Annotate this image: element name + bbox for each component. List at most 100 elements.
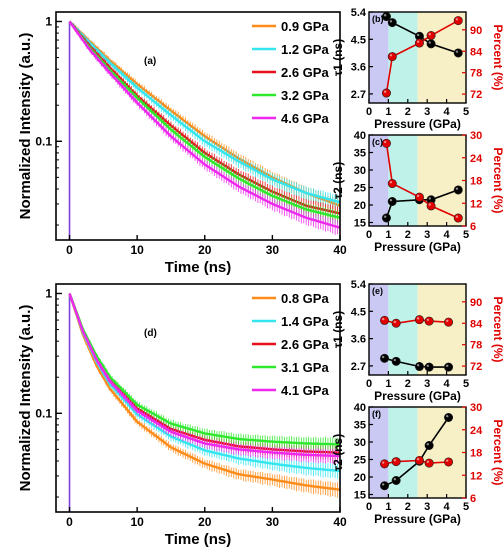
x-tick-label: 1 [385,501,391,513]
y-tick-label: 5.4 [351,7,367,19]
x-tick-label: 5 [463,229,469,241]
y-tick-label: 25 [354,455,366,467]
x-tick-label: 40 [333,243,347,257]
y-tick-label: 15 [354,218,366,230]
y-axis-label: τ2 (ns) [331,162,345,199]
legend-label: 2.6 GPa [281,65,329,80]
panel-label: (f) [372,409,381,419]
y-tick-label: 30 [354,437,366,449]
point-highlight [428,41,431,44]
plot-frame [368,11,467,104]
point-highlight [393,320,397,324]
y2-tick-label: 24 [470,153,483,165]
point-highlight [383,90,387,93]
series-error-bars [72,303,340,498]
point-highlight [426,443,430,446]
x-tick-label: 0 [366,106,372,118]
x-tick-label: 0 [66,243,73,257]
plot-frame [55,283,341,513]
point-highlight [389,181,393,184]
pressure-panel-1: 0 1 2 3 4 5 2.7 3.6 4.5 5.4 72 78 84 90 Pressure (GPa)… [331,7,504,131]
y-tick-label: 2.7 [351,89,366,101]
pressure-band [369,135,389,226]
y2-tick-label: 12 [470,470,482,482]
y-tick-label: 20 [354,200,366,212]
plot-frame [368,283,467,376]
y-tick-label: 40 [354,130,366,142]
y2-axis-label: Percent (%) [491,419,504,485]
y-tick-label: 3.6 [351,62,366,74]
y2-tick-label: 78 [470,68,482,80]
percent-point [453,213,463,223]
tau-point [424,362,434,372]
legend-label: 3.1 GPa [281,360,329,375]
y2-tick-label: 24 [470,425,483,437]
x-tick-label: 1 [385,378,391,390]
tau-point [444,362,454,372]
pressure-panel-4: 0 1 2 3 4 5 2.7 3.6 4.5 5.4 72 78 84 90 Pressure (GPa)… [331,279,504,403]
y2-tick-label: 12 [470,198,482,210]
legend-label: 1.4 GPa [281,314,329,329]
y-axis-label: Normalized Intensity (a.u.) [17,305,34,492]
y-axis-label: τ2 (ns) [331,434,345,471]
percent-point [387,52,397,62]
percent-point [426,31,436,41]
tau-point [380,353,390,363]
pressure-band [369,407,389,498]
series-line [68,293,340,446]
point-highlight [455,215,459,218]
percent-point [391,318,401,328]
panel-label: (e) [372,286,383,296]
y2-tick-label: 6 [470,493,476,505]
legend-label: 0.9 GPa [281,19,329,34]
y2-axis-label: Percent (%) [491,147,504,213]
point-highlight [416,33,420,37]
x-tick-label: 4 [444,229,451,241]
tau-point [387,197,397,207]
y2-tick-label: 30 [470,402,482,414]
x-tick-label: 3 [424,378,430,390]
point-highlight [383,14,387,17]
percent-point [453,16,463,26]
x-tick-label: 0 [366,501,372,513]
x-tick-label: 2 [405,501,411,513]
y2-axis-label: Percent (%) [491,24,504,90]
y-tick-label: 1 [45,286,52,300]
x-tick-label: 5 [463,378,469,390]
tau-point [391,475,401,485]
point-highlight [455,18,459,21]
x-axis-label: Pressure (GPa) [374,512,461,526]
point-highlight [416,194,420,198]
point-highlight [455,187,459,190]
y-axis-label: Normalized Intensity (a.u.) [17,33,34,220]
x-tick-label: 5 [463,501,469,513]
y-tick-label: 0.1 [35,406,52,420]
x-axis-label: Pressure (GPa) [374,240,461,254]
point-highlight [428,203,431,206]
point-highlight [446,319,449,323]
y-tick-label: 40 [354,402,366,414]
panel-label: (d) [144,328,157,339]
tau-point [381,213,391,223]
y-tick-label: 25 [354,183,366,195]
plot-area [68,20,340,240]
x-tick-label: 0 [366,378,372,390]
point-highlight [389,54,393,57]
percent-point [380,459,390,469]
x-tick-label: 4 [444,106,451,118]
y2-tick-label: 72 [470,361,482,373]
x-axis-label: Pressure (GPa) [374,117,461,131]
pressure-band [369,12,389,103]
point-highlight [428,197,431,200]
point-highlight [383,140,387,144]
y2-tick-label: 90 [470,25,482,37]
pressure-band [388,407,418,498]
y-tick-label: 15 [354,490,366,502]
y-tick-label: 20 [354,472,366,484]
y-tick-label: 3.6 [351,334,366,346]
point-highlight [393,459,397,462]
legend-label: 1.2 GPa [281,42,329,57]
tau-point [453,185,463,195]
